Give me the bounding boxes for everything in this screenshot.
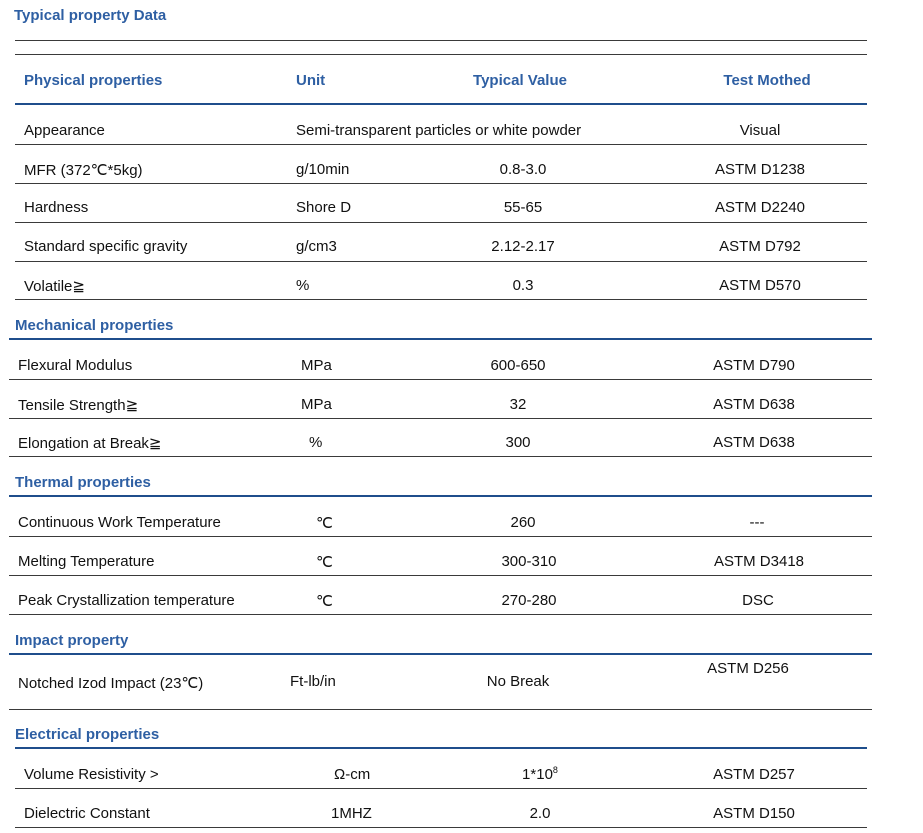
divider <box>9 456 872 457</box>
row-unit: % <box>296 277 310 294</box>
row-label: MFR (372℃*5kg) <box>24 162 143 179</box>
row-value: 32 <box>509 396 527 413</box>
row-unit: g/cm3 <box>296 238 337 255</box>
header-typical-value: Typical Value <box>473 72 567 89</box>
divider <box>15 54 867 55</box>
row-label: Appearance <box>24 122 105 139</box>
row-method: ASTM D150 <box>713 805 795 822</box>
row-label: Notched Izod Impact (23℃) <box>18 675 204 692</box>
row-value: 300 <box>505 434 531 451</box>
divider <box>15 144 867 145</box>
divider <box>15 299 867 300</box>
row-value: No Break <box>486 673 550 690</box>
section-title-impact: Impact property <box>15 632 129 649</box>
row-method: ASTM D790 <box>713 357 795 374</box>
divider <box>15 827 867 828</box>
row-label: Flexural Modulus <box>18 357 133 374</box>
divider <box>15 747 867 749</box>
row-value: 0.3 <box>512 277 534 294</box>
row-value: 2.12-2.17 <box>491 238 555 255</box>
divider <box>15 103 867 105</box>
row-method: ASTM D638 <box>713 434 795 451</box>
row-value: Semi-transparent particles or white powd… <box>296 122 582 139</box>
row-unit: MPa <box>301 357 332 374</box>
row-method: ASTM D1238 <box>714 161 806 178</box>
row-label: Melting Temperature <box>18 553 155 570</box>
section-title-thermal: Thermal properties <box>15 474 151 491</box>
header-unit: Unit <box>296 72 326 89</box>
divider <box>15 261 867 262</box>
divider <box>9 575 872 576</box>
divider <box>9 379 872 380</box>
row-value: 600-650 <box>490 357 546 374</box>
divider <box>9 709 872 710</box>
row-unit: ℃ <box>316 515 333 532</box>
row-label: Hardness <box>24 199 89 216</box>
row-method: ASTM D3418 <box>713 553 805 570</box>
row-value: 2.0 <box>529 805 551 822</box>
row-unit: Ft-lb/in <box>290 673 336 690</box>
divider <box>9 338 872 340</box>
divider <box>15 183 867 184</box>
row-method: Visual <box>739 122 781 139</box>
row-value: 260 <box>510 514 536 531</box>
divider <box>9 614 872 615</box>
divider <box>15 40 867 41</box>
row-method: ASTM D256 <box>707 660 789 677</box>
header-test-method: Test Mothed <box>723 72 811 89</box>
header-physical-properties: Physical properties <box>24 72 163 89</box>
value-base: 1*10 <box>522 766 553 783</box>
section-title-mechanical: Mechanical properties <box>15 317 174 334</box>
row-label: Volatile≧ <box>24 278 85 295</box>
row-method: --- <box>749 514 765 531</box>
divider <box>9 495 872 497</box>
row-unit: Ω-cm <box>334 766 371 783</box>
row-label: Elongation at Break≧ <box>18 435 162 452</box>
row-unit: MPa <box>301 396 332 413</box>
row-value: 300-310 <box>501 553 557 570</box>
row-label: Tensile Strength≧ <box>18 397 139 414</box>
row-value: 0.8-3.0 <box>499 161 547 178</box>
row-method: ASTM D257 <box>713 766 795 783</box>
row-value: 55-65 <box>503 199 543 216</box>
section-title-electrical: Electrical properties <box>15 726 160 743</box>
row-method: ASTM D792 <box>719 238 801 255</box>
row-unit: ℃ <box>316 593 333 610</box>
row-unit: ℃ <box>316 554 333 571</box>
row-method: DSC <box>742 592 774 609</box>
row-label: Continuous Work Temperature <box>18 514 221 531</box>
divider <box>15 222 867 223</box>
divider <box>9 418 872 419</box>
row-label: Standard specific gravity <box>24 238 188 255</box>
divider <box>9 653 872 655</box>
row-value: 270-280 <box>501 592 557 609</box>
row-unit: Shore D <box>296 199 352 216</box>
row-method: ASTM D2240 <box>714 199 806 216</box>
page-title: Typical property Data <box>14 7 167 24</box>
row-label: Volume Resistivity > <box>24 766 159 783</box>
row-unit: 1MHZ <box>331 805 372 822</box>
row-label: Peak Crystallization temperature <box>18 592 235 609</box>
row-unit: % <box>309 434 323 451</box>
row-method: ASTM D570 <box>719 277 801 294</box>
row-value: 1*108 <box>522 765 558 783</box>
divider <box>9 536 872 537</box>
row-method: ASTM D638 <box>713 396 795 413</box>
row-unit: g/10min <box>296 161 350 178</box>
divider <box>15 788 867 789</box>
row-label: Dielectric Constant <box>24 805 150 822</box>
value-exponent: 8 <box>552 765 558 775</box>
